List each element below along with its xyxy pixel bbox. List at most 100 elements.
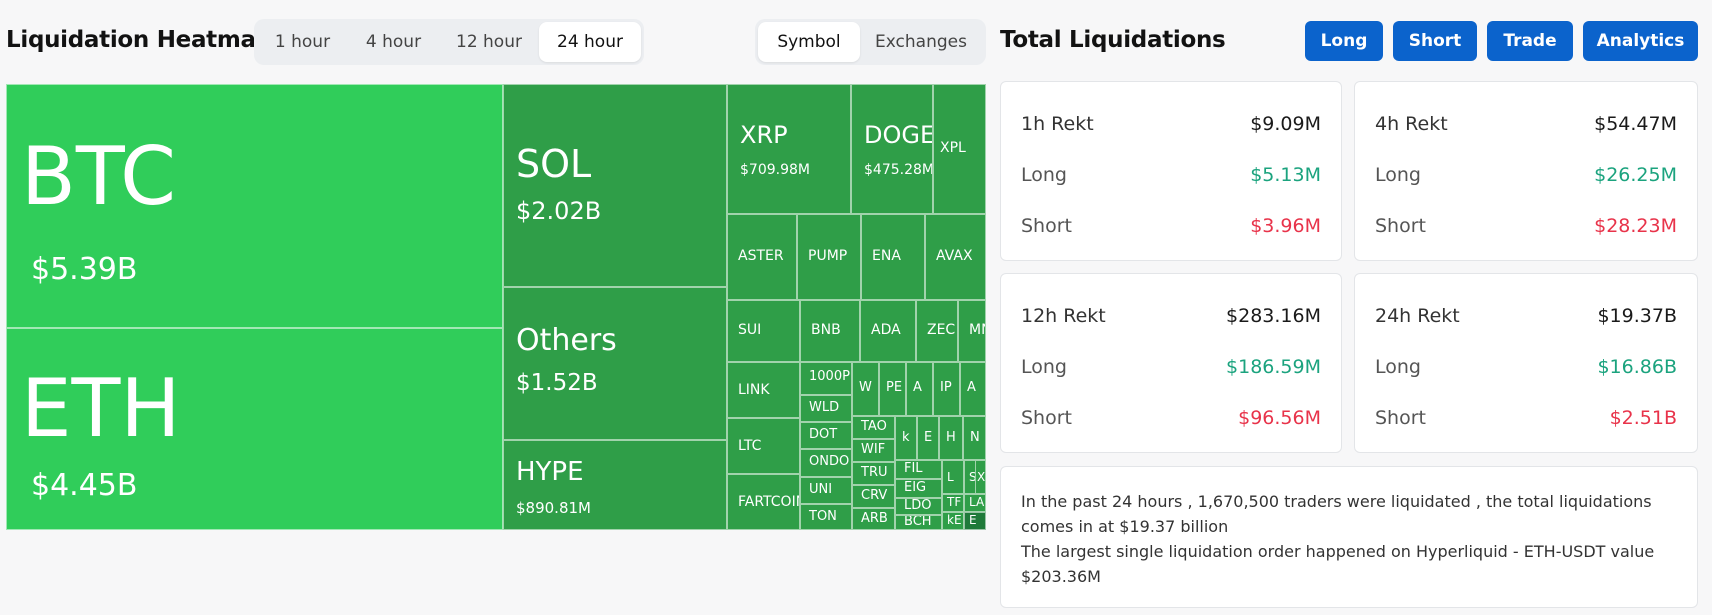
tile-symbol: ARB	[861, 511, 888, 526]
summary-line-1: In the past 24 hours , 1,670,500 traders…	[1021, 492, 1652, 536]
heatmap-tile[interactable]: L	[942, 460, 964, 494]
card-total: $19.37B	[1597, 305, 1677, 327]
heatmap-tile[interactable]: DOGE $475.28M	[851, 84, 933, 214]
heatmap-tile[interactable]: AVAX	[925, 214, 986, 300]
heatmap-tile[interactable]: FIL	[895, 460, 942, 479]
long-label: Long	[1021, 356, 1067, 378]
tile-symbol: LA	[969, 495, 985, 509]
tile-symbol: W	[859, 380, 872, 395]
heatmap-tile[interactable]: A	[906, 362, 933, 416]
heatmap-tile[interactable]: BNB	[800, 300, 860, 362]
heatmap-tile[interactable]: SUI	[727, 300, 800, 362]
tile-symbol: PUMP	[808, 248, 848, 264]
heatmap-tile[interactable]: HYPE $890.81M	[503, 440, 727, 530]
long-value: $186.59M	[1226, 356, 1321, 378]
liquidation-summary: In the past 24 hours , 1,670,500 traders…	[1000, 466, 1698, 608]
tile-symbol: TRU	[861, 465, 888, 480]
card-label: 4h Rekt	[1375, 113, 1448, 135]
tile-symbol: ASTER	[738, 248, 784, 264]
heatmap-tile[interactable]: N	[963, 416, 986, 460]
heatmap-tile[interactable]: LA	[964, 494, 986, 512]
heatmap-tile[interactable]: Others $1.52B	[503, 287, 727, 440]
tab-exchanges[interactable]: Exchanges	[875, 32, 967, 52]
liquidation-heatmap: BTC $5.39B ETH $4.45B SOL $2.02B Others $1.52B H…	[6, 84, 986, 530]
heatmap-tile[interactable]: PUMP	[797, 214, 861, 300]
heatmap-tile[interactable]: LTC	[727, 418, 800, 474]
tab-12-hour[interactable]: 12 hour	[456, 32, 522, 52]
heatmap-tile[interactable]: E	[964, 512, 986, 530]
tile-symbol: ADA	[871, 322, 901, 338]
short-value: $28.23M	[1594, 215, 1677, 237]
heatmap-tile[interactable]: E	[917, 416, 939, 460]
heatmap-tile[interactable]: ZEC	[916, 300, 958, 362]
tile-symbol: PE	[886, 380, 903, 395]
card-total: $9.09M	[1250, 113, 1321, 135]
heatmap-tile[interactable]: SOL $2.02B	[503, 84, 727, 287]
heatmap-tile[interactable]: H	[939, 416, 963, 460]
tile-symbol: IP	[940, 380, 952, 395]
short-button[interactable]: Short	[1393, 21, 1477, 61]
tile-symbol: EIG	[904, 480, 927, 495]
tile-symbol: A	[913, 380, 922, 395]
heatmap-tile[interactable]: ONDO	[800, 449, 852, 477]
short-value: $3.96M	[1250, 215, 1321, 237]
long-button[interactable]: Long	[1305, 21, 1383, 61]
heatmap-tile[interactable]: k	[895, 416, 917, 460]
heatmap-tile[interactable]: ARB	[852, 508, 895, 530]
heatmap-tile[interactable]: BCH	[895, 515, 942, 530]
heatmap-tile[interactable]: MNT	[958, 300, 986, 362]
heatmap-tile[interactable]: TON	[800, 504, 852, 530]
tile-symbol: E	[924, 430, 933, 445]
heatmap-tile[interactable]: UNI	[800, 477, 852, 504]
heatmap-tile[interactable]: 1000PEPE	[800, 362, 852, 395]
tab-1-hour[interactable]: 1 hour	[274, 32, 331, 52]
heatmap-tile[interactable]: LINK	[727, 362, 800, 418]
long-label: Long	[1375, 164, 1421, 186]
tile-symbol: H	[946, 430, 956, 445]
tab-24-hour[interactable]: 24 hour	[539, 22, 641, 62]
heatmap-tile[interactable]: kE	[942, 512, 964, 530]
tile-symbol: FIL	[904, 461, 923, 476]
heatmap-tile[interactable]: EIG	[895, 479, 942, 498]
heatmap-tile[interactable]: DOT	[800, 422, 852, 449]
rekt-card-4h: 4h Rekt $54.47M Long $26.25M Short $28.23M	[1354, 81, 1698, 261]
short-value: $2.51B	[1609, 407, 1677, 429]
heatmap-tile[interactable]: BTC $5.39B	[6, 84, 503, 328]
heatmap-tile[interactable]: ETH $4.45B	[6, 328, 503, 530]
heatmap-tile[interactable]: LDO	[895, 498, 942, 515]
heatmap-tile[interactable]: W	[852, 362, 879, 416]
card-total: $283.16M	[1226, 305, 1321, 327]
heatmap-title: Liquidation Heatmap	[6, 27, 272, 53]
long-value: $16.86B	[1597, 356, 1677, 378]
long-label: Long	[1375, 356, 1421, 378]
heatmap-tile[interactable]: TRU	[852, 462, 895, 485]
heatmap-tile[interactable]: ASTER	[727, 214, 797, 300]
heatmap-tile[interactable]: ADA	[860, 300, 916, 362]
heatmap-tile[interactable]: WLD	[800, 395, 852, 422]
trade-button[interactable]: Trade	[1487, 21, 1573, 61]
tile-symbol: XPL	[940, 140, 966, 156]
tile-symbol: DOT	[809, 427, 838, 442]
tile-symbol: LDO	[904, 498, 932, 513]
heatmap-tile[interactable]: CRV	[852, 485, 895, 508]
heatmap-tile[interactable]: TAO	[852, 416, 895, 439]
short-label: Short	[1021, 407, 1072, 429]
heatmap-tile[interactable]: IP	[933, 362, 960, 416]
heatmap-tile[interactable]: PE	[879, 362, 906, 416]
heatmap-tile[interactable]: WIF	[852, 439, 895, 462]
heatmap-tile[interactable]: XPL	[933, 84, 986, 214]
rekt-card-24h: 24h Rekt $19.37B Long $16.86B Short $2.51B	[1354, 273, 1698, 453]
heatmap-tile[interactable]: X	[975, 460, 986, 494]
heatmap-tile[interactable]: FARTCOIN	[727, 474, 800, 530]
heatmap-tile[interactable]: TF	[942, 494, 964, 512]
heatmap-tile[interactable]: XRP $709.98M	[727, 84, 851, 214]
heatmap-tile[interactable]: A	[960, 362, 986, 416]
tile-symbol: HYPE	[516, 457, 584, 487]
heatmap-tile[interactable]: ENA	[861, 214, 925, 300]
tile-value: $4.45B	[31, 468, 138, 503]
short-label: Short	[1375, 407, 1426, 429]
analytics-button[interactable]: Analytics	[1583, 21, 1698, 61]
tile-value: $709.98M	[740, 162, 810, 178]
tab-symbol[interactable]: Symbol	[758, 22, 860, 62]
tab-4-hour[interactable]: 4 hour	[365, 32, 422, 52]
